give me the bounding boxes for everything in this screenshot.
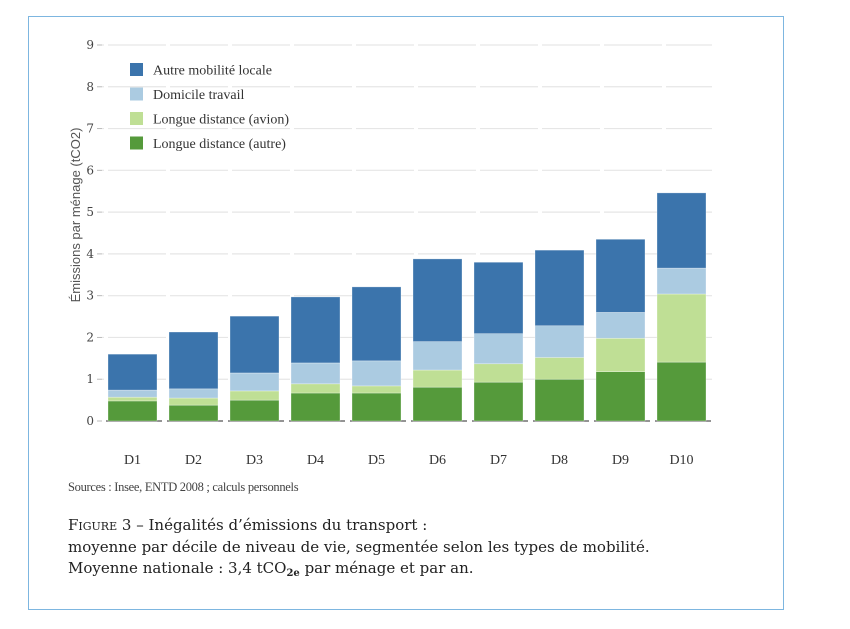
bar-segment-autre-mobilit-locale [290, 296, 341, 364]
bars [107, 192, 707, 422]
bar-segment-domicile-travail [168, 388, 219, 399]
bar-segment-domicile-travail [473, 333, 524, 365]
bar-segment-domicile-travail [595, 312, 646, 339]
bar-segment-longue-distance-avion [534, 357, 585, 380]
x-tick-label: D4 [307, 453, 324, 468]
bar-stack-d9 [595, 238, 646, 422]
bar-segment-longue-distance-autre [107, 400, 158, 422]
x-axis-labels: D1 D2 D3 D4 D5 D6 D7 D8 D9 D10 [124, 453, 694, 468]
legend-swatch [130, 87, 143, 101]
bar-segment-longue-distance-avion [168, 397, 219, 406]
x-tick-label: D5 [368, 453, 385, 468]
figure-label: Figure 3 [68, 516, 132, 534]
x-tick-label: D10 [669, 453, 693, 468]
caption-line-1: Figure 3 – Inégalités d’émissions du tra… [68, 515, 768, 537]
x-tick-label: D9 [612, 453, 629, 468]
bar-stack-d5 [351, 286, 402, 422]
bar-segment-longue-distance-autre [351, 392, 402, 422]
caption-line-3-suffix: par ménage et par an. [299, 559, 474, 577]
legend-label: Longue distance (avion) [153, 113, 289, 128]
bar-segment-longue-distance-avion [412, 369, 463, 388]
legend-swatch [130, 63, 143, 76]
y-tick-label: 5 [86, 205, 94, 219]
x-tick-label: D6 [429, 453, 446, 468]
bar-segment-autre-mobilit-locale [168, 331, 219, 390]
bar-segment-longue-distance-autre [412, 386, 463, 422]
bar-segment-longue-distance-avion [107, 396, 158, 402]
bar-stack-d8 [534, 249, 585, 422]
legend-label: Domicile travail [153, 88, 244, 103]
bar-stack-d10 [656, 192, 707, 422]
bar-segment-domicile-travail [290, 362, 341, 385]
source-note: Sources : Insee, ENTD 2008 ; calculs per… [68, 480, 299, 494]
x-tick-label: D7 [490, 453, 507, 468]
y-tick-label: 7 [86, 122, 94, 136]
bar-segment-longue-distance-autre [595, 371, 646, 422]
bar-stack-d7 [473, 261, 524, 422]
caption-subscript: 2e [286, 568, 300, 579]
bar-stack-d2 [168, 331, 219, 422]
caption-line-2: moyenne par décile de niveau de vie, seg… [68, 537, 650, 556]
bar-segment-autre-mobilit-locale [412, 258, 463, 342]
bar-segment-autre-mobilit-locale [534, 249, 585, 327]
y-tick-label: 1 [86, 372, 94, 386]
bar-segment-domicile-travail [107, 389, 158, 398]
legend-label: Longue distance (autre) [153, 137, 286, 152]
bar-segment-longue-distance-avion [351, 385, 402, 394]
bar-segment-domicile-travail [412, 341, 463, 371]
legend-label: Autre mobilité locale [153, 64, 272, 79]
bar-segment-longue-distance-avion [595, 337, 646, 373]
bar-stack-d3 [229, 315, 280, 422]
figure-caption: Figure 3 – Inégalités d’émissions du tra… [68, 515, 768, 585]
bar-segment-domicile-travail [656, 267, 707, 295]
bar-segment-autre-mobilit-locale [656, 192, 707, 269]
bar-segment-domicile-travail [229, 372, 280, 392]
bar-segment-longue-distance-autre [656, 361, 707, 422]
legend-swatch [130, 112, 143, 125]
bar-segment-longue-distance-autre [290, 392, 341, 422]
x-tick-label: D1 [124, 453, 141, 468]
y-axis-label: Émissions par ménage (tCO2) [68, 128, 83, 303]
y-axis-label-text: Émissions par ménage (tCO2) [68, 128, 83, 303]
bar-segment-longue-distance-autre [229, 399, 280, 422]
bar-segment-longue-distance-autre [473, 381, 524, 422]
y-tick-label: 4 [86, 247, 94, 261]
bar-segment-autre-mobilit-locale [595, 238, 646, 313]
y-tick-label: 6 [86, 163, 94, 177]
y-tick-label: 8 [86, 80, 94, 94]
caption-title: Inégalités d’émissions du transport : [148, 516, 428, 534]
legend: Autre mobilité locale Domicile travail Lon… [130, 63, 289, 152]
bar-stack-d1 [107, 353, 158, 422]
x-tick-label: D2 [185, 453, 202, 468]
bar-segment-autre-mobilit-locale [473, 261, 524, 334]
y-tick-label: 3 [86, 289, 94, 303]
bar-segment-longue-distance-autre [534, 378, 585, 422]
bar-segment-longue-distance-avion [473, 363, 524, 383]
y-tick-label: 0 [86, 414, 94, 428]
bar-segment-autre-mobilit-locale [229, 315, 280, 374]
bar-segment-domicile-travail [534, 325, 585, 358]
bar-segment-longue-distance-autre [168, 404, 219, 422]
x-tick-label: D3 [246, 453, 263, 468]
bar-segment-domicile-travail [351, 360, 402, 387]
legend-swatch [130, 136, 143, 150]
bar-stack-d4 [290, 296, 341, 422]
y-axis-ticks: 0 1 2 3 4 5 6 7 8 9 [86, 38, 102, 428]
bar-segment-longue-distance-avion [290, 383, 341, 394]
bar-segment-longue-distance-avion [656, 293, 707, 363]
bar-segment-autre-mobilit-locale [351, 286, 402, 362]
caption-line-3-prefix: Moyenne nationale : 3,4 tCO [68, 559, 287, 577]
bar-segment-longue-distance-avion [229, 390, 280, 401]
caption-dash: – [131, 516, 149, 534]
bar-stack-d6 [412, 258, 463, 422]
x-tick-label: D8 [551, 453, 568, 468]
bar-segment-autre-mobilit-locale [107, 353, 158, 391]
caption-line-3: Moyenne nationale : 3,4 tCO2e par ménage… [68, 558, 768, 585]
y-tick-label: 9 [86, 38, 94, 52]
y-tick-label: 2 [86, 330, 94, 344]
